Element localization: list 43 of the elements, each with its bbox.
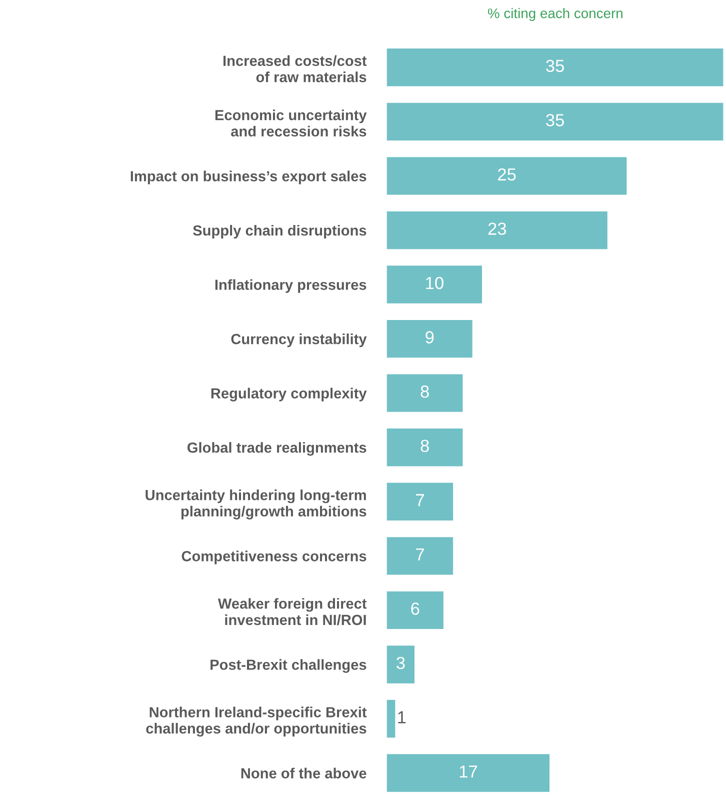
y-tick-label: Supply chain disruptions <box>193 224 366 239</box>
data-label: 6 <box>411 602 420 615</box>
bar <box>386 752 551 794</box>
data-label: 8 <box>420 440 429 452</box>
y-tick-label: Northern Ireland-specific Brexit challenges and/or opportunities <box>146 706 367 737</box>
bar <box>386 372 464 414</box>
data-label: 7 <box>416 548 424 560</box>
bar <box>386 644 416 685</box>
y-tick-label: Inflationary pressures <box>215 279 366 293</box>
data-label: 23 <box>488 222 506 235</box>
bar <box>386 318 474 360</box>
bar <box>386 481 454 522</box>
y-tick-label: Competitiveness concerns <box>182 550 366 564</box>
bar <box>386 427 464 468</box>
y-tick-label: Regulatory complexity <box>211 388 367 402</box>
y-tick-label: Post-Brexit challenges <box>210 659 366 673</box>
data-label: 25 <box>498 168 516 181</box>
y-tick-label: Global trade realignments <box>187 442 366 456</box>
data-label: 8 <box>420 385 429 398</box>
data-label: 10 <box>426 276 444 290</box>
bar <box>386 264 484 305</box>
bar <box>386 156 628 196</box>
bar <box>386 210 609 250</box>
y-tick-label: Uncertainty hindering long-term planning/growth ambitions <box>146 490 366 520</box>
y-tick-label: None of the above <box>241 768 366 778</box>
bar <box>386 590 445 630</box>
y-tick-label: Increased costs/cost of raw materials <box>223 55 367 82</box>
chart-subtitle: % citing each concern <box>488 8 622 21</box>
bar <box>386 536 454 576</box>
data-label: 9 <box>426 331 434 344</box>
y-tick-label: Economic uncertainty and recession risks <box>215 110 367 137</box>
data-label: 35 <box>546 60 564 72</box>
data-label: 3 <box>396 656 405 670</box>
y-tick-label: Currency instability <box>231 334 367 348</box>
data-label: 1 <box>398 711 406 724</box>
bar <box>386 698 397 739</box>
bar <box>386 47 724 88</box>
data-label: 7 <box>416 494 424 506</box>
data-label: 17 <box>460 766 478 778</box>
bar <box>386 101 724 142</box>
y-tick-label: Weaker foreign direct investment in NI/ROI <box>218 598 367 626</box>
data-label: 35 <box>546 114 564 126</box>
y-tick-label: Impact on business’s export sales <box>130 170 366 184</box>
